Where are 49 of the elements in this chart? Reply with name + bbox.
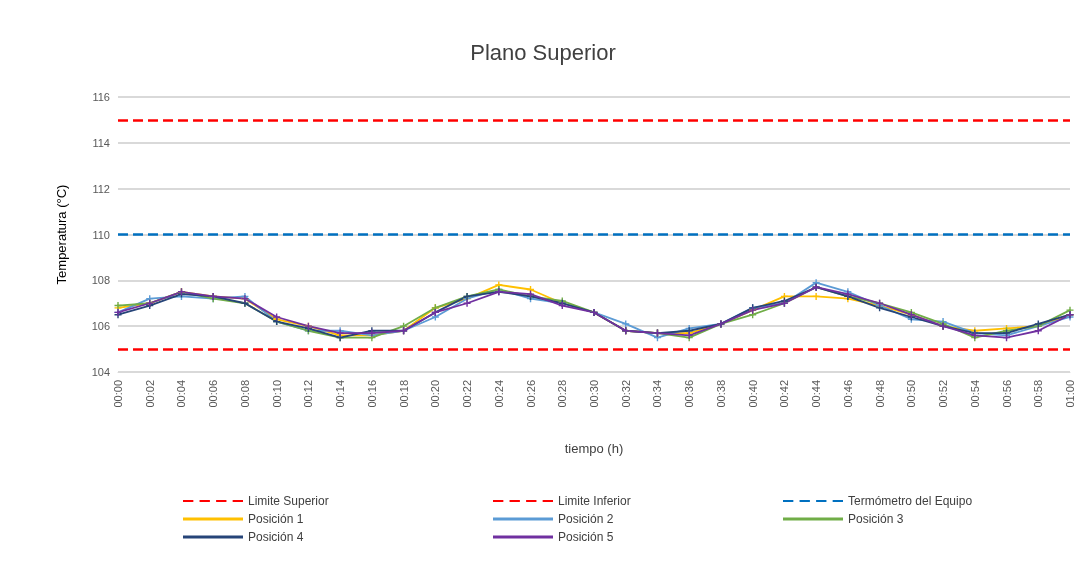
x-tick-label: 00:40 [746, 380, 759, 408]
legend-label: Posición 4 [248, 530, 304, 544]
chart-title: Plano Superior [470, 39, 616, 65]
x-tick-label: 00:04 [175, 380, 188, 408]
y-tick-label: 116 [92, 91, 110, 103]
x-tick-label: 00:32 [619, 380, 632, 408]
x-tick-label: 00:50 [905, 380, 918, 408]
legend-label: Posición 3 [848, 512, 904, 526]
legend-label: Posición 5 [558, 530, 614, 544]
x-tick-label: 01:00 [1064, 380, 1076, 408]
y-tick-label: 104 [91, 366, 110, 378]
x-tick-label: 00:54 [968, 380, 981, 408]
x-tick-label: 00:12 [302, 380, 315, 408]
legend-label: Limite Superior [248, 494, 329, 508]
y-tick-label: 110 [92, 228, 110, 241]
legend-label: Termómetro del Equipo [848, 494, 973, 508]
x-tick-label: 00:30 [588, 380, 600, 408]
x-axis-title: tiempo (h) [564, 441, 624, 456]
y-axis-title: Temperatura (°C) [54, 184, 69, 285]
x-tick-label: 00:28 [556, 380, 569, 408]
x-tick-label: 00:52 [937, 380, 950, 408]
x-tick-label: 00:36 [683, 380, 696, 408]
x-tick-label: 00:48 [873, 380, 886, 408]
legend-label: Posición 2 [558, 512, 614, 526]
x-tick-label: 00:16 [365, 380, 378, 408]
x-tick-label: 00:34 [651, 380, 664, 408]
x-tick-label: 00:22 [461, 380, 474, 408]
legend-label: Posición 1 [248, 512, 304, 526]
x-tick-label: 00:56 [1000, 380, 1013, 408]
x-tick-label: 00:20 [429, 380, 442, 408]
x-tick-label: 00:18 [397, 380, 410, 408]
x-tick-label: 00:14 [334, 380, 347, 408]
y-tick-label: 106 [91, 320, 110, 333]
x-tick-label: 00:24 [492, 380, 505, 408]
x-tick-label: 00:06 [207, 380, 220, 408]
legend-label: Limite Inferior [558, 494, 631, 508]
y-tick-label: 108 [91, 274, 110, 287]
x-tick-label: 00:00 [112, 380, 124, 408]
x-tick-label: 00:46 [841, 380, 854, 408]
x-tick-label: 00:42 [778, 380, 791, 408]
x-tick-label: 00:44 [810, 380, 823, 408]
x-tick-label: 00:26 [524, 380, 537, 408]
y-tick-label: 112 [92, 182, 110, 195]
x-tick-label: 00:38 [714, 380, 727, 408]
x-tick-label: 00:02 [143, 380, 156, 408]
x-tick-label: 00:58 [1032, 380, 1045, 408]
x-tick-label: 00:08 [238, 380, 251, 408]
x-tick-label: 00:10 [270, 380, 283, 408]
y-tick-label: 114 [92, 136, 110, 149]
